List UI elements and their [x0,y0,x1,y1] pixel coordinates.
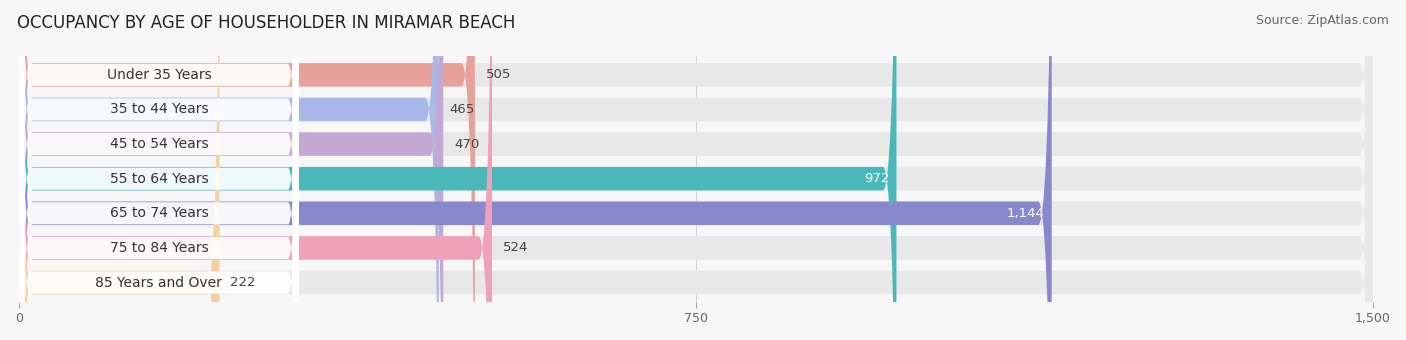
FancyBboxPatch shape [20,0,1374,340]
Text: 65 to 74 Years: 65 to 74 Years [110,206,208,220]
FancyBboxPatch shape [20,0,299,340]
FancyBboxPatch shape [20,0,299,340]
FancyBboxPatch shape [20,0,439,340]
Text: 1,144: 1,144 [1007,207,1045,220]
Text: 465: 465 [450,103,475,116]
FancyBboxPatch shape [20,0,1052,340]
Text: 55 to 64 Years: 55 to 64 Years [110,172,208,186]
Text: 470: 470 [454,138,479,151]
FancyBboxPatch shape [20,0,219,340]
FancyBboxPatch shape [20,0,299,340]
FancyBboxPatch shape [20,0,299,340]
Text: 222: 222 [231,276,256,289]
Text: 85 Years and Over: 85 Years and Over [96,275,222,290]
Text: 505: 505 [485,68,510,81]
FancyBboxPatch shape [20,0,1374,340]
FancyBboxPatch shape [20,0,475,340]
FancyBboxPatch shape [20,0,299,340]
FancyBboxPatch shape [20,0,1374,340]
Text: OCCUPANCY BY AGE OF HOUSEHOLDER IN MIRAMAR BEACH: OCCUPANCY BY AGE OF HOUSEHOLDER IN MIRAM… [17,14,515,32]
Text: 972: 972 [863,172,889,185]
Text: 35 to 44 Years: 35 to 44 Years [110,102,208,117]
Text: 75 to 84 Years: 75 to 84 Years [110,241,208,255]
FancyBboxPatch shape [20,0,299,340]
FancyBboxPatch shape [20,0,492,340]
FancyBboxPatch shape [20,0,1374,340]
Text: 524: 524 [503,241,529,254]
FancyBboxPatch shape [20,0,1374,340]
Text: 45 to 54 Years: 45 to 54 Years [110,137,208,151]
FancyBboxPatch shape [20,0,443,340]
FancyBboxPatch shape [20,0,1374,340]
FancyBboxPatch shape [20,0,1374,340]
FancyBboxPatch shape [20,0,299,340]
Text: Under 35 Years: Under 35 Years [107,68,211,82]
FancyBboxPatch shape [20,0,897,340]
Text: Source: ZipAtlas.com: Source: ZipAtlas.com [1256,14,1389,27]
